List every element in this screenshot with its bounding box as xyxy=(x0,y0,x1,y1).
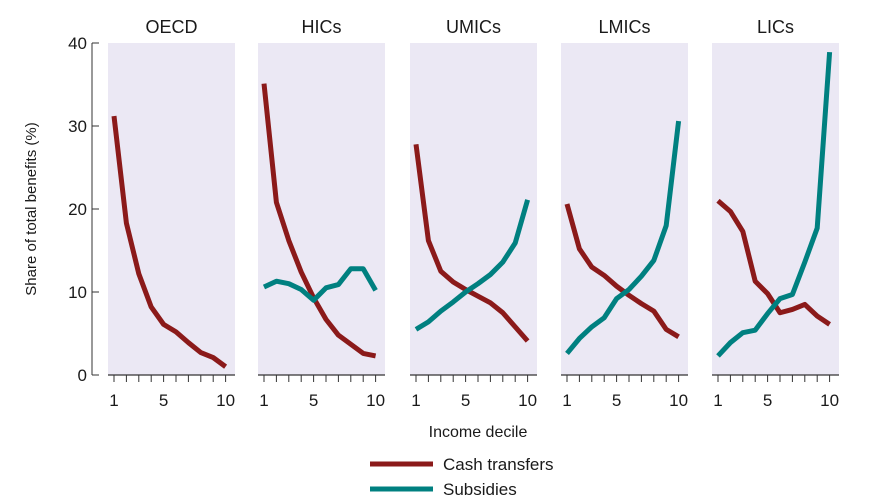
panel-background xyxy=(410,43,537,375)
series-line-cash-transfers xyxy=(261,83,377,359)
x-axis-label: Income decile xyxy=(429,424,528,441)
x-tick-label: 10 xyxy=(518,391,537,410)
series-line-cash-transfers xyxy=(413,143,530,343)
x-tick-label: 1 xyxy=(109,391,118,410)
x-tick-label: 5 xyxy=(159,391,168,410)
legend-label-cash-transfers: Cash transfers xyxy=(443,455,554,474)
series-line-subsidies xyxy=(716,51,833,358)
y-tick-label: 0 xyxy=(78,366,87,385)
y-tick-label: 20 xyxy=(68,200,87,219)
panel-lics: LICs 1 5 10 xyxy=(712,17,839,410)
panel-title: LMICs xyxy=(598,17,650,37)
panels: OECD 1 5 10 HICs 1 5 10 UMICs 1 5 10 LMICs 1 5 10 LICs 1 5… xyxy=(108,17,839,410)
x-tick-label: 5 xyxy=(461,391,470,410)
panel-title: UMICs xyxy=(446,17,501,37)
x-tick-label: 5 xyxy=(612,391,621,410)
y-axis-label: Share of total benefits (%) xyxy=(23,122,40,295)
x-tick-label: 10 xyxy=(669,391,688,410)
series-line-subsidies xyxy=(414,199,531,332)
y-tick-label: 40 xyxy=(68,34,87,53)
x-tick-label: 5 xyxy=(763,391,772,410)
legend: Cash transfers Subsidies xyxy=(370,455,554,499)
series-line-cash-transfers xyxy=(111,115,228,369)
y-tick-label: 30 xyxy=(68,117,87,136)
x-tick-label: 10 xyxy=(820,391,839,410)
panel-background xyxy=(108,43,235,375)
x-tick-label: 10 xyxy=(366,391,385,410)
panel-title: LICs xyxy=(757,17,794,37)
y-tick-label: 10 xyxy=(68,283,87,302)
legend-label-subsidies: Subsidies xyxy=(443,480,517,499)
series-line-subsidies xyxy=(565,120,682,356)
panel-title: HICs xyxy=(302,17,342,37)
x-tick-label: 1 xyxy=(713,391,722,410)
panel-umics: UMICs 1 5 10 xyxy=(410,17,537,410)
panel-hics: HICs 1 5 10 xyxy=(258,17,385,410)
panel-title: OECD xyxy=(145,17,197,37)
x-tick-label: 1 xyxy=(259,391,268,410)
panel-oecd: OECD 1 5 10 xyxy=(108,17,235,410)
series-line-cash-transfers xyxy=(564,203,680,339)
series-line-subsidies xyxy=(262,266,378,303)
panel-lmics: LMICs 1 5 10 xyxy=(561,17,688,410)
x-tick-label: 1 xyxy=(562,391,571,410)
x-tick-label: 10 xyxy=(216,391,235,410)
y-axis: 0 10 20 30 40 xyxy=(68,34,99,385)
x-tick-label: 5 xyxy=(309,391,318,410)
x-tick-label: 1 xyxy=(411,391,420,410)
